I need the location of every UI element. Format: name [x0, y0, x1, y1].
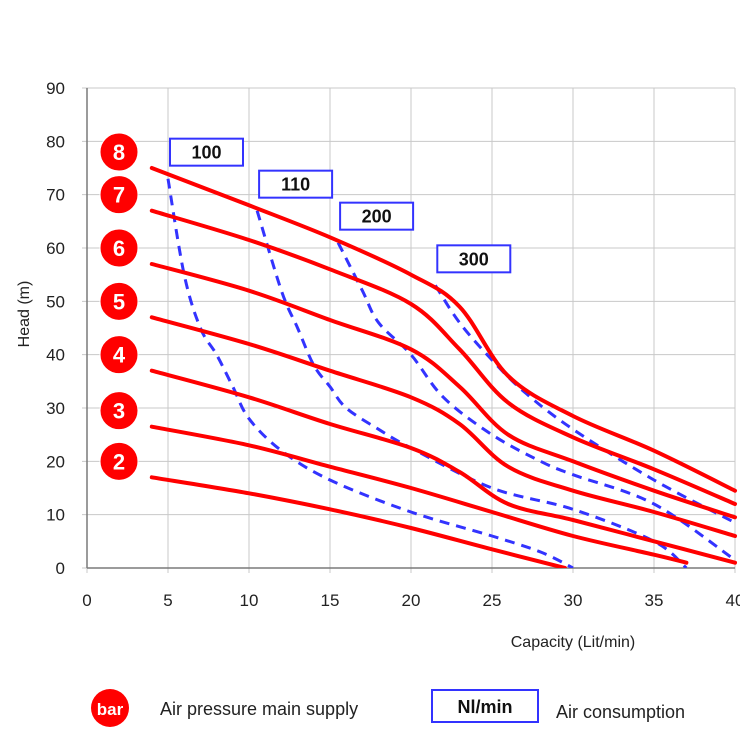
consumption-curve-200: [336, 242, 736, 562]
x-tick-label: 25: [483, 591, 502, 610]
air-pressure-curves: [149, 166, 737, 568]
legend-consumption-text: Air consumption: [556, 702, 685, 722]
pressure-bubble-label-4: 4: [113, 343, 126, 368]
pressure-bubble-label-8: 8: [113, 140, 125, 165]
x-axis-title: Capacity (Lit/min): [511, 634, 635, 651]
x-tick-label: 10: [240, 591, 259, 610]
pressure-curve-2-bar: [149, 475, 567, 568]
y-tick-label: 80: [46, 132, 65, 151]
y-tick-label: 60: [46, 239, 65, 258]
legend-pressure-bubble-icon: [91, 689, 129, 727]
pressure-bubble-5: [99, 281, 139, 321]
pressure-bubble-label-2: 2: [113, 449, 125, 474]
consumption-box-200: [339, 201, 415, 231]
x-tick-label: 30: [564, 591, 583, 610]
y-tick-label: 40: [46, 346, 65, 365]
pressure-bubble-label-3: 3: [113, 399, 125, 424]
consumption-box-label-110: 110: [281, 175, 310, 195]
x-tick-label: 20: [402, 591, 421, 610]
consumption-box-label-300: 300: [459, 249, 489, 269]
pressure-curve-6-bar: [149, 262, 737, 520]
consumption-curve-110: [255, 210, 688, 568]
y-tick-label: 70: [46, 186, 65, 205]
y-tick-label: 20: [46, 452, 65, 471]
consumption-box-300: [436, 244, 512, 274]
pressure-bubble-label-5: 5: [113, 289, 125, 314]
pressure-bubble-7: [99, 175, 139, 215]
x-tick-label: 0: [82, 591, 91, 610]
consumption-box-110: [258, 169, 334, 199]
x-tick-label: 40: [726, 591, 740, 610]
pressure-bubble-label-6: 6: [113, 236, 125, 261]
legend-bubble-label: bar: [97, 700, 124, 719]
pressure-bubble-4: [99, 335, 139, 375]
y-tick-label: 30: [46, 399, 65, 418]
y-tick-label: 50: [46, 292, 65, 311]
pressure-curve-5-bar: [149, 315, 737, 538]
y-tick-label: 10: [46, 506, 65, 525]
curve-labels: 2 3 4 5 6 7 8 100 110 200 300: [99, 132, 512, 481]
x-tick-label: 15: [321, 591, 340, 610]
pressure-curve-7-bar: [149, 208, 737, 506]
pressure-bubble-3: [99, 391, 139, 431]
pressure-bubble-8: [99, 132, 139, 172]
y-tick-label: 0: [56, 559, 65, 578]
pressure-curve-4-bar: [149, 368, 737, 565]
consumption-box-100: [169, 137, 244, 167]
consumption-curve-100: [166, 178, 574, 568]
y-tick-label: 90: [46, 79, 65, 98]
consumption-box-label-100: 100: [191, 143, 221, 163]
pressure-bubble-label-7: 7: [113, 183, 125, 208]
legend-pressure-text: Air pressure main supply: [160, 699, 358, 719]
x-tick-label: 5: [163, 591, 172, 610]
consumption-box-label-200: 200: [362, 207, 392, 227]
gridlines: [82, 87, 736, 573]
pressure-curve-3-bar: [149, 424, 689, 565]
pressure-curve-8-bar: [149, 166, 737, 493]
y-axis-title: Head (m): [16, 281, 33, 348]
air-consumption-curves: [166, 178, 736, 568]
legend-consumption-box-icon: [431, 689, 539, 723]
pressure-bubble-2: [99, 441, 139, 481]
legend: bar Air pressure main supply Nl/min Air …: [91, 689, 685, 727]
pressure-bubble-6: [99, 228, 139, 268]
x-tick-label: 35: [645, 591, 664, 610]
legend-box-label: Nl/min: [457, 697, 512, 717]
